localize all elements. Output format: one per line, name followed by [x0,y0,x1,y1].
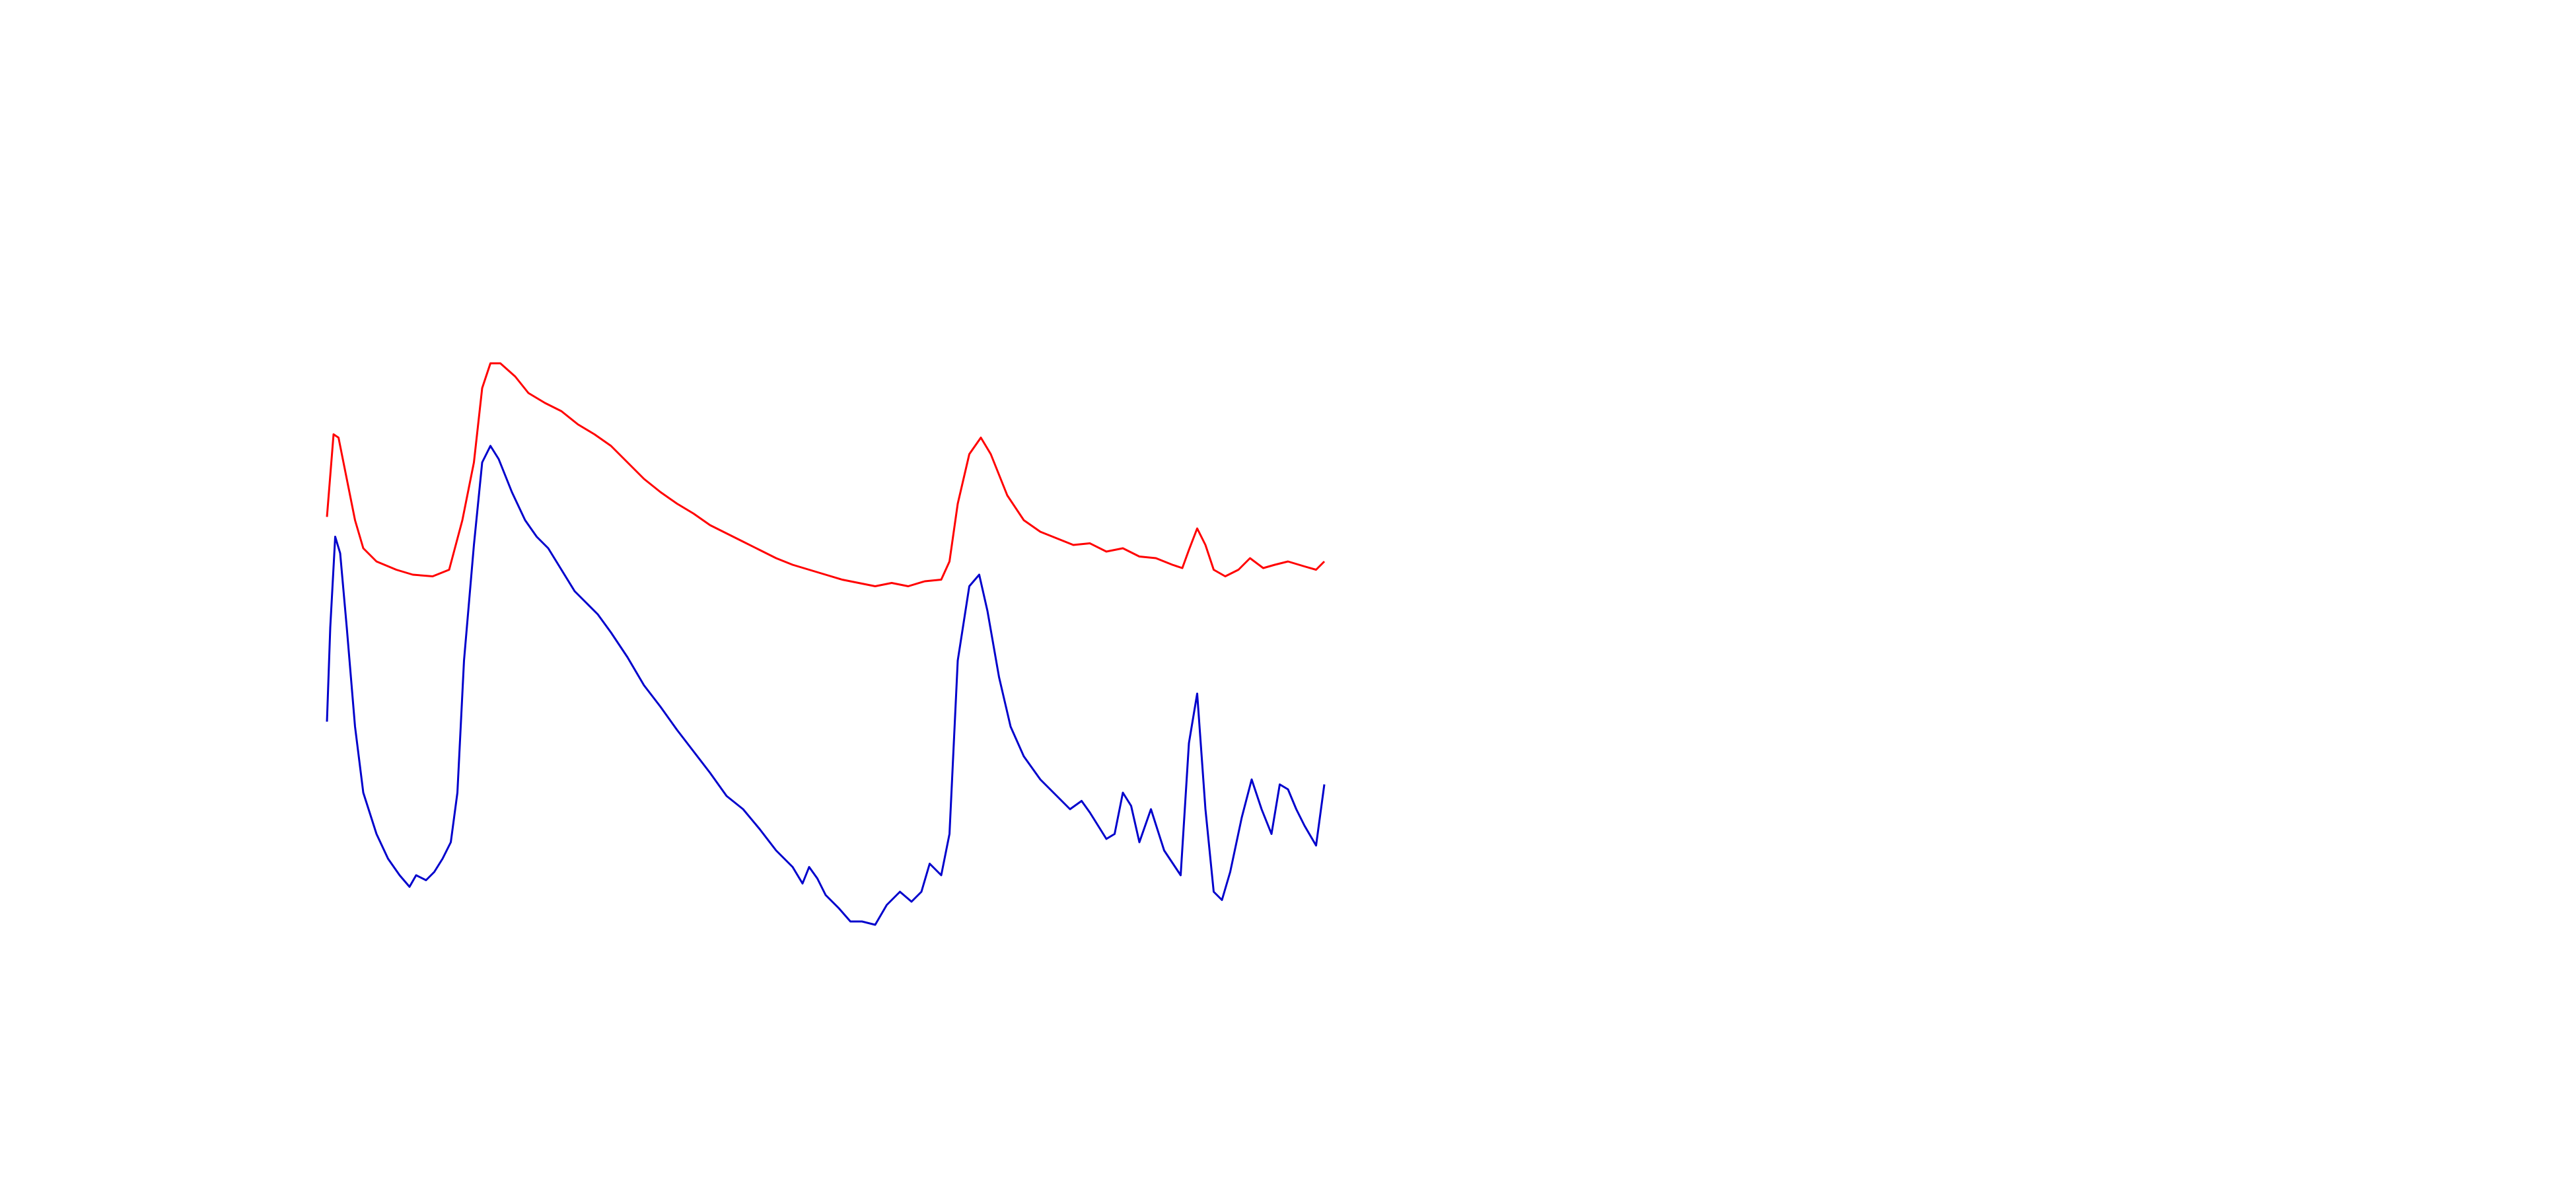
series-line [326,362,1326,587]
series-line [326,445,1326,926]
